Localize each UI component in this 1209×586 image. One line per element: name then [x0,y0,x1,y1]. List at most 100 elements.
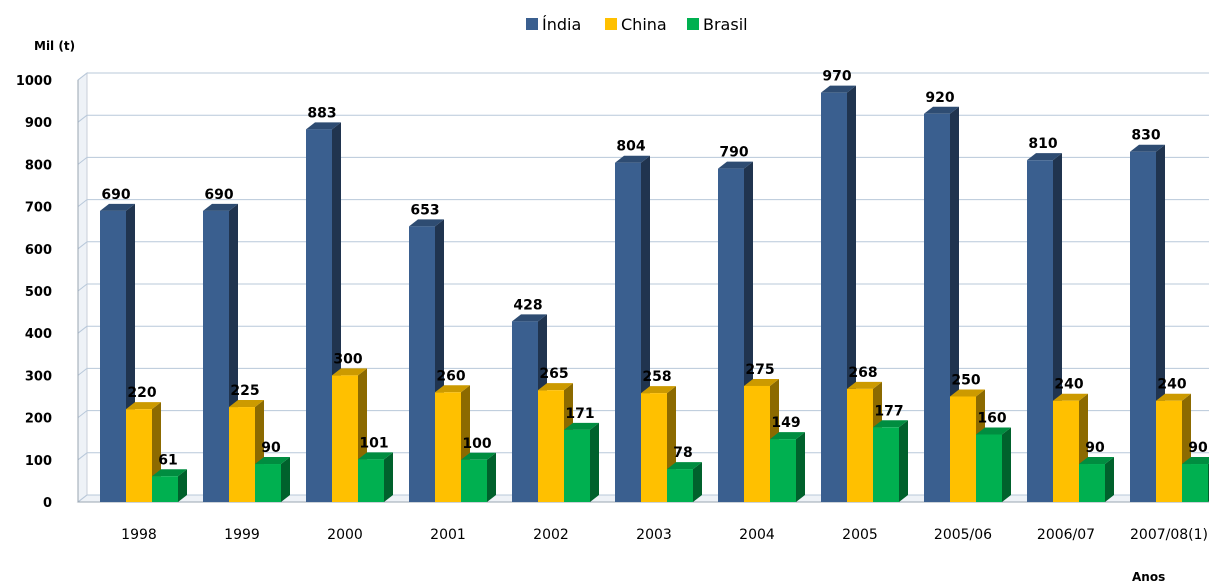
data-label-china: 275 [745,362,774,378]
bar-front [203,210,229,502]
bar-side [693,462,702,502]
gridline-diag [77,452,88,461]
bar-china-2007-08-1- [1156,393,1191,502]
x-axis: 1998 1999 2000 2001 2002 2003 2004 2005 2005/06 2… [78,501,1209,543]
data-label-india: 653 [410,202,439,218]
bar-top [641,386,676,394]
data-label-brasil: 171 [565,406,594,422]
bar-side [178,469,187,502]
data-label-india: 883 [307,105,336,121]
data-label-brasil: 90 [261,440,281,456]
y-tick-label: 0 [43,496,52,511]
data-label-china: 240 [1157,377,1186,393]
bar-front [564,429,590,502]
x-axis-title: Anos [1132,570,1165,584]
bar-top [1079,457,1114,465]
bar-top [100,203,135,211]
bar-brasil-2003 [667,462,702,502]
legend-swatch-brasil [687,18,699,30]
data-label-china: 265 [539,366,568,382]
data-label-india: 920 [925,90,954,106]
bar-front [409,226,435,502]
y-tick-label: 800 [25,158,52,173]
bar-top [152,469,187,477]
legend-label-china: China [621,15,667,34]
bar-top [203,203,238,211]
bar-front [770,439,796,502]
gridline-diag [77,283,88,292]
gridline-diag [77,241,88,250]
bar-front [744,385,770,502]
data-label-china: 300 [333,351,362,367]
bar-front [1156,400,1182,502]
bar-front [847,388,873,502]
data-label-china: 268 [848,365,877,381]
x-tick-label: 2002 [533,527,569,543]
bar-top [358,452,393,460]
gridline-diag [77,114,88,123]
bar-top [538,383,573,391]
bar-brasil-2002 [564,422,599,502]
bar-india-2004 [718,161,753,502]
bar-front [1130,151,1156,503]
data-labels: 690 220 61 690 225 90 883 300 101 653 260 100 428 265… [101,69,1208,469]
gridline-diag [77,368,88,376]
bar-top [1130,144,1165,152]
data-label-china: 220 [127,385,156,401]
bar-brasil-1998 [152,469,187,502]
bar-top [1027,153,1062,161]
bar-top [924,106,959,114]
bar-side [590,422,599,502]
x-tick-label: 2005 [842,527,878,543]
data-label-india: 790 [719,145,748,161]
x-tick-label: 2001 [430,527,466,543]
y-tick-label: 900 [25,116,52,131]
data-label-china: 260 [436,368,465,384]
gridline-diag [77,494,88,503]
bar-brasil-2007-08-1- [1182,457,1209,502]
x-tick-label: 1998 [121,527,157,543]
bar-top [306,122,341,130]
data-label-china: 258 [642,369,671,385]
bar-top [744,378,779,386]
y-tick-label: 100 [25,454,52,469]
data-label-india: 690 [101,187,130,203]
x-tick-label: 2006/07 [1037,527,1095,543]
data-label-brasil: 90 [1188,440,1208,456]
bar-front [1027,160,1053,502]
x-tick-label: 2005/06 [934,527,992,543]
bar-side [384,452,393,502]
bar-front [126,409,152,502]
data-label-india: 830 [1131,128,1160,144]
bar-top [718,161,753,169]
x-tick-label: 2000 [327,527,363,543]
data-label-brasil: 177 [874,403,903,419]
bar-top [873,420,908,428]
bar-brasil-2004 [770,432,805,502]
data-label-brasil: 101 [359,435,388,451]
bar-front [538,390,564,502]
x-tick-label: 2003 [636,527,672,543]
bar-front [1182,464,1208,502]
bar-brasil-2001 [461,452,496,502]
data-label-india: 690 [204,187,233,203]
bar-top [255,457,290,465]
bar-front [950,396,976,502]
bar-front [435,392,461,502]
bar-front [924,113,950,502]
bar-front [358,459,384,502]
bar-top [1156,393,1191,401]
bar-top [770,432,805,440]
bar-top [126,402,161,410]
bar-top [461,452,496,460]
gridline-diag [77,410,88,418]
bars [100,85,1209,503]
data-label-brasil: 149 [771,415,800,431]
bar-brasil-2006-07 [1079,457,1114,502]
bar-front [461,459,487,502]
bar-brasil-2000 [358,452,393,502]
x-tick-label: 2007/08(1) [1130,527,1208,543]
bar-top [512,314,547,322]
bar-side [487,452,496,502]
